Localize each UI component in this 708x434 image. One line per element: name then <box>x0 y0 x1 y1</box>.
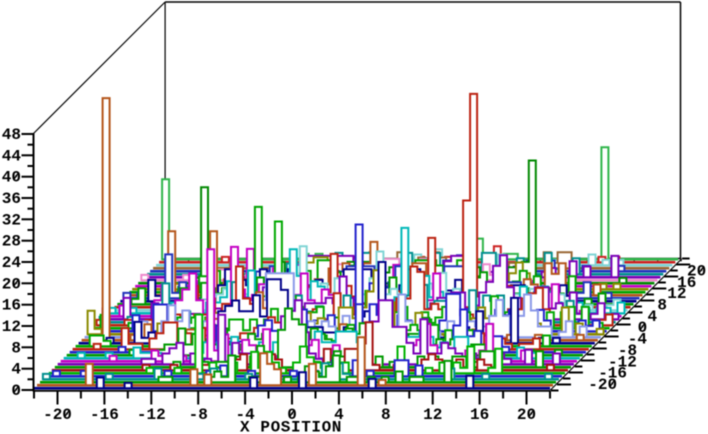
svg-text:-12: -12 <box>608 353 637 371</box>
svg-text:28: 28 <box>2 233 21 251</box>
svg-text:24: 24 <box>2 254 22 272</box>
svg-text:-20: -20 <box>588 376 617 394</box>
svg-text:-12: -12 <box>137 406 166 424</box>
svg-text:44: 44 <box>2 147 22 165</box>
svg-text:20: 20 <box>517 406 536 424</box>
svg-text:48: 48 <box>2 126 21 144</box>
svg-text:8: 8 <box>657 297 667 315</box>
svg-text:-20: -20 <box>43 406 72 424</box>
svg-text:36: 36 <box>2 190 21 208</box>
svg-text:-4: -4 <box>235 406 255 424</box>
svg-text:-8: -8 <box>618 342 637 360</box>
svg-text:-4: -4 <box>628 331 648 349</box>
svg-text:0: 0 <box>287 406 297 424</box>
svg-text:40: 40 <box>2 169 21 187</box>
svg-text:-16: -16 <box>598 365 627 383</box>
svg-text:20: 20 <box>2 275 21 293</box>
svg-text:8: 8 <box>381 406 391 424</box>
svg-text:12: 12 <box>667 285 686 303</box>
svg-text:4: 4 <box>11 361 21 379</box>
svg-text:20: 20 <box>687 262 706 280</box>
svg-text:X POSITION: X POSITION <box>240 419 342 434</box>
svg-text:4: 4 <box>334 406 344 424</box>
svg-text:8: 8 <box>11 339 21 357</box>
svg-text:4: 4 <box>648 308 658 326</box>
svg-text:16: 16 <box>470 406 489 424</box>
svg-text:16: 16 <box>677 274 696 292</box>
svg-text:16: 16 <box>2 297 21 315</box>
svg-text:32: 32 <box>2 211 21 229</box>
svg-text:0: 0 <box>638 319 648 337</box>
svg-text:12: 12 <box>423 406 442 424</box>
svg-text:-16: -16 <box>90 406 119 424</box>
svg-text:12: 12 <box>2 318 21 336</box>
svg-text:-8: -8 <box>189 406 208 424</box>
svg-text:0: 0 <box>11 382 21 400</box>
